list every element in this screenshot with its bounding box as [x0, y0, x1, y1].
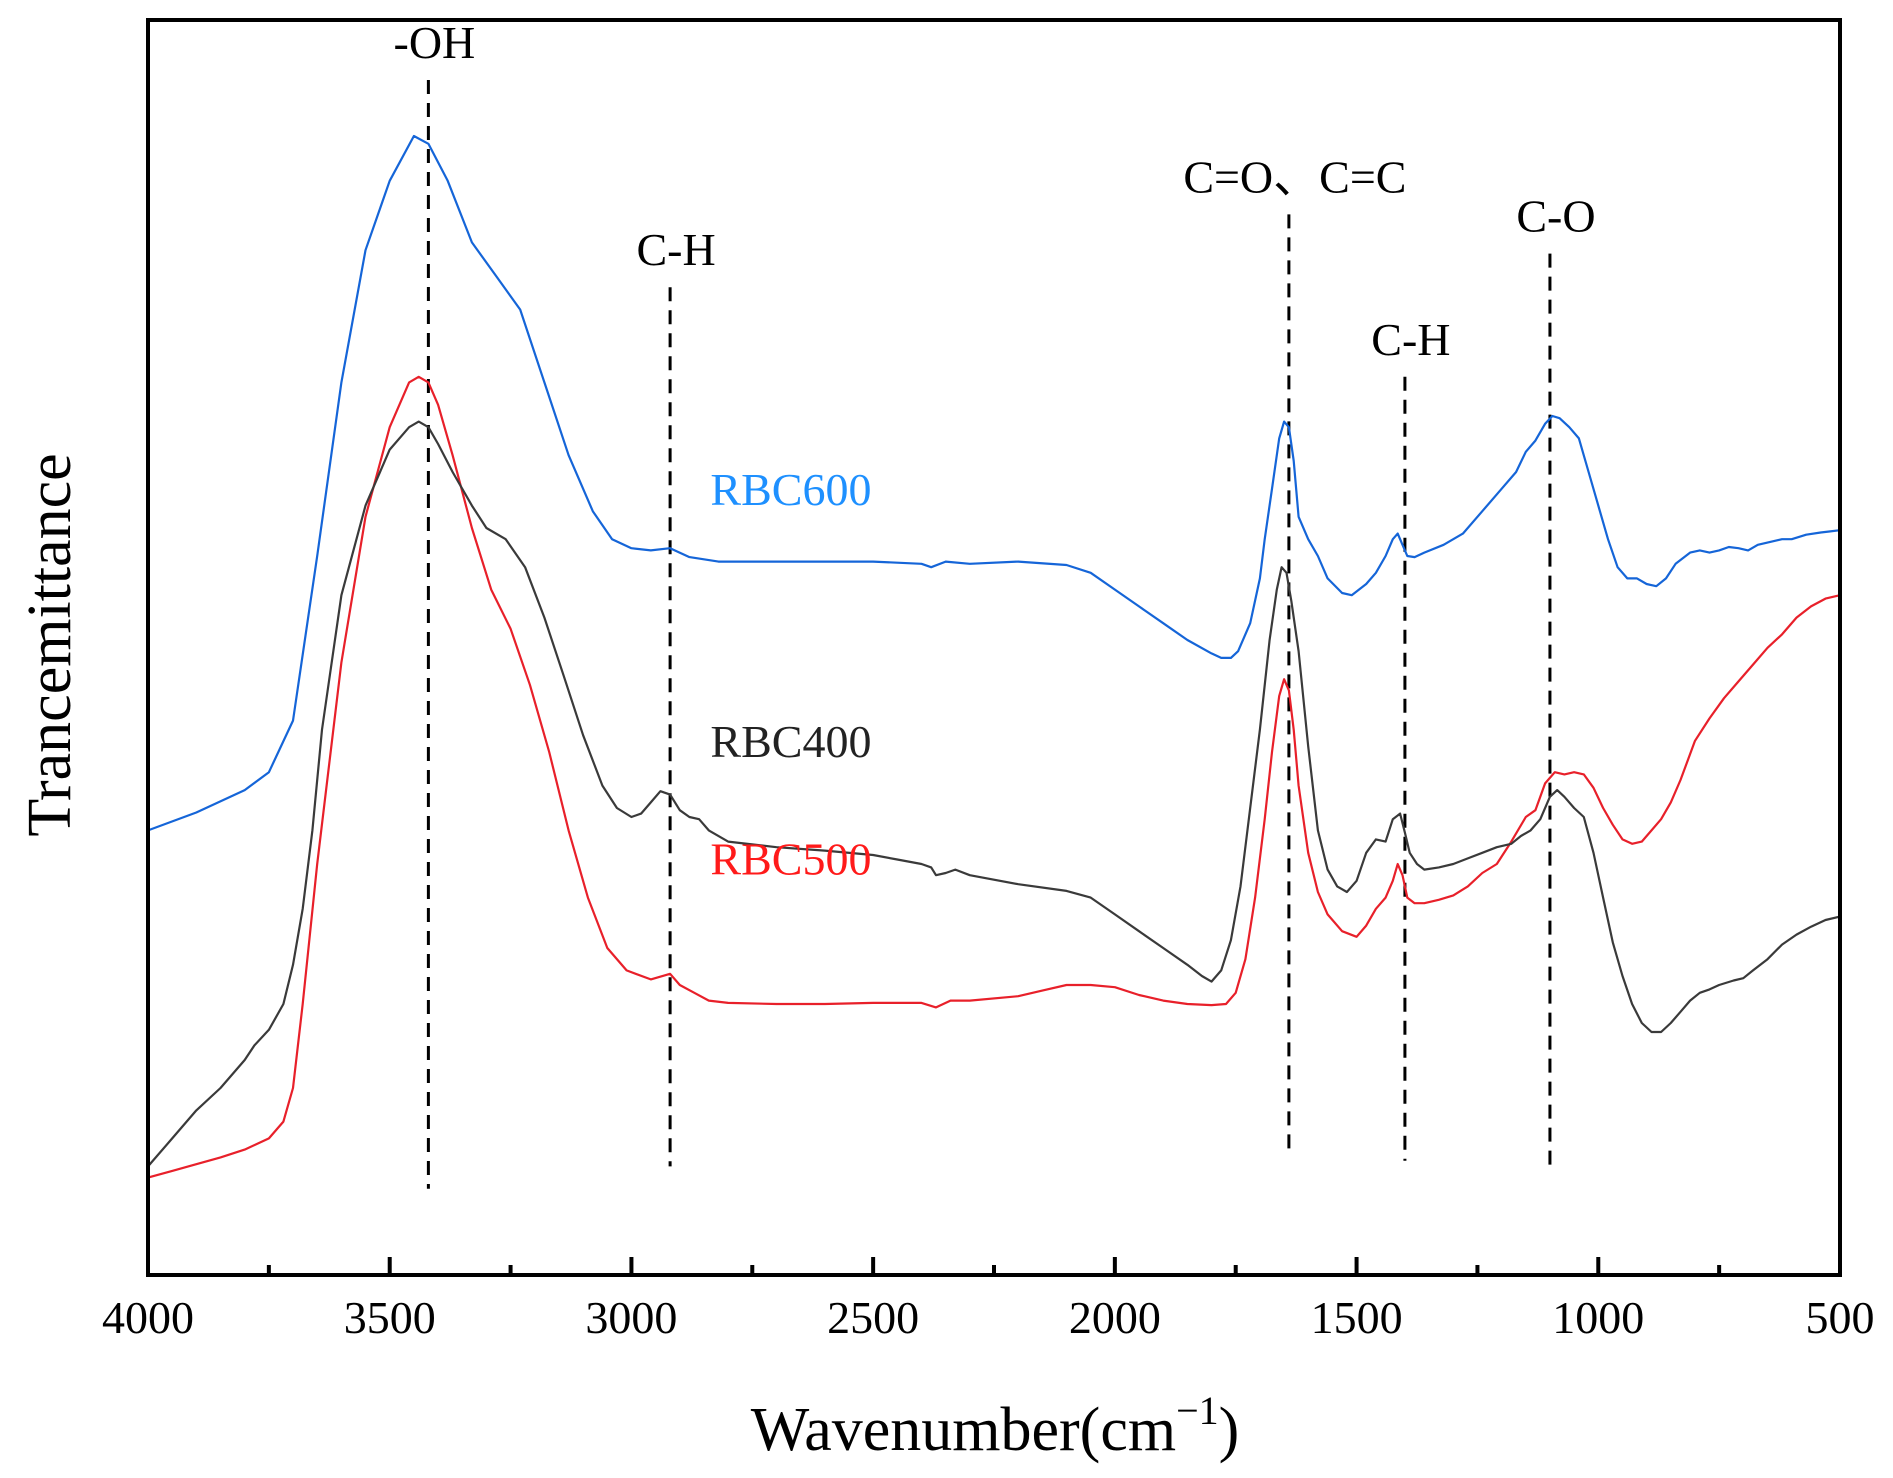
series-label-rbc500: RBC500: [710, 833, 871, 884]
x-tick-label: 2000: [1069, 1292, 1161, 1343]
annotation-label: C-H: [636, 224, 715, 275]
series-label-rbc400: RBC400: [710, 716, 871, 767]
y-axis-title: Trancemittance: [16, 453, 84, 836]
x-axis-title-superscript: −1: [1176, 1388, 1219, 1433]
x-tick-label: 1500: [1311, 1292, 1403, 1343]
series-line-rbc400: [147, 420, 1841, 1168]
plot-frame: [146, 18, 1842, 1277]
x-tick-label: 2500: [827, 1292, 919, 1343]
x-tick-label: 4000: [102, 1292, 194, 1343]
annotation-guides: [426, 80, 1552, 1189]
x-tick-label: 1000: [1552, 1292, 1644, 1343]
annotation-labels: -OH C-H C=O、C=C C-H C-O: [394, 17, 1596, 365]
x-tick-label: 500: [1806, 1292, 1875, 1343]
series-line-rbc600: [147, 134, 1841, 832]
annotation-label: -OH: [394, 17, 476, 68]
series-labels: RBC600 RBC500 RBC400: [710, 464, 871, 885]
series-label-rbc600: RBC600: [710, 464, 871, 515]
series-lines: [147, 134, 1841, 1179]
x-tick-label: 3500: [344, 1292, 436, 1343]
x-axis-title-text: Wavenumber(cm: [751, 1396, 1176, 1464]
x-tick-label: 3000: [585, 1292, 677, 1343]
x-axis-title-close: ): [1219, 1396, 1240, 1464]
series-line-rbc500: [147, 375, 1841, 1179]
annotation-label: C-O: [1516, 191, 1595, 242]
x-axis-tick-labels: 4000 3500 3000 2500 2000 1500 1000 500: [102, 1292, 1875, 1343]
x-axis-title: Wavenumber(cm−1): [751, 1388, 1240, 1464]
annotation-label: C=O、C=C: [1183, 151, 1406, 202]
annotation-label: C-H: [1371, 314, 1450, 365]
